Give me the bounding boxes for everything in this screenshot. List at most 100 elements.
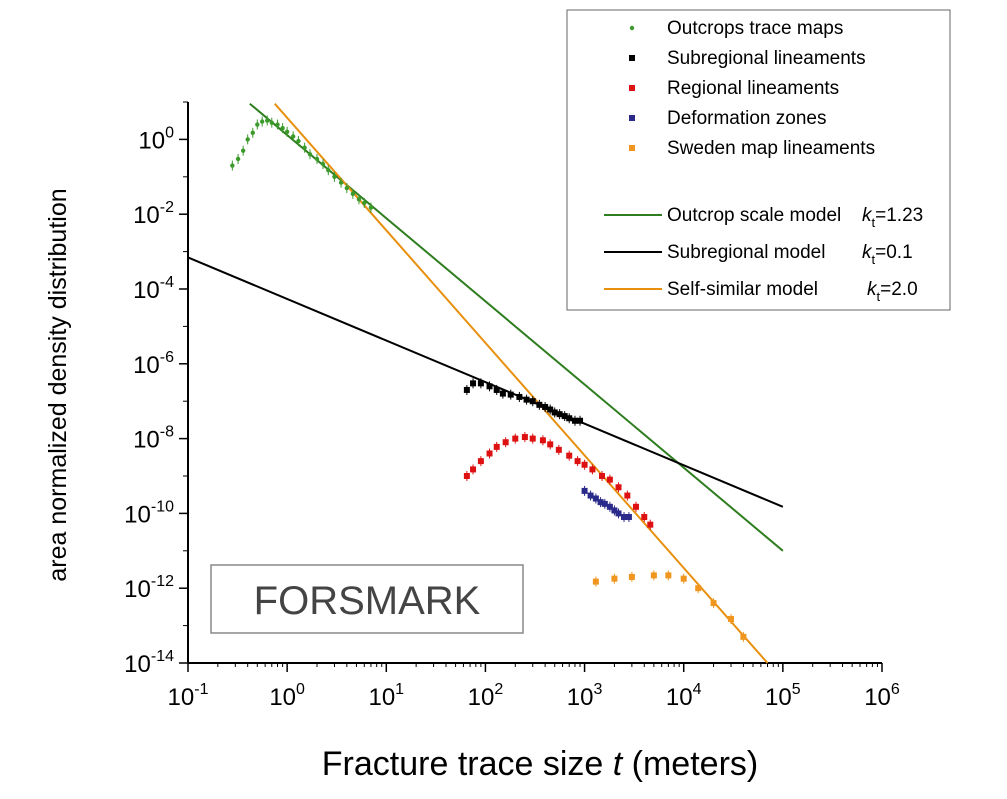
y-tick-label-exp: -12 [151,573,174,590]
x-tick-label: 106 [864,681,900,711]
x-tick-label: 101 [368,681,404,711]
series-0-point [368,205,374,210]
x-axis-title-unit: (meters) [622,745,758,783]
series-4-point [650,572,657,579]
model-line-2 [274,103,769,664]
series-1-point [547,406,554,413]
series-3-point [581,487,588,494]
series-2-point [547,441,554,448]
series-0-point [350,191,356,197]
series-2-point [539,437,546,444]
series-1-point [523,396,530,403]
series-0-point [362,200,367,206]
series-2-point [470,466,477,473]
series-1-point [499,390,506,397]
x-tick-label: 104 [666,681,702,711]
x-axis-title-var: t [613,745,624,783]
series-1-point [571,417,578,424]
series-0-point [290,134,296,139]
axes: 10-1 100 101 102 103 104 105 10610010-210-410-6… [124,101,900,711]
series-3-point [621,514,628,521]
series-1-point [493,386,500,393]
legend-model-label-1: Subregional model [667,242,825,263]
series-2-point [632,503,639,510]
series-2-point [512,435,519,442]
series-2-point [493,443,500,450]
legend-model-param-2: kt=2.0 [867,279,918,304]
series-2-point [486,450,493,457]
x-tick-label-exp: -1 [194,681,208,698]
x-axis-title: Fracture trace size t (meters) [322,745,758,783]
legend-model-param-1: kt=0.1 [862,242,913,267]
annotation-box [210,564,524,634]
x-tick-label-exp: 3 [593,681,602,698]
x-tick-label-exp: 4 [693,681,702,698]
data-series [230,115,747,642]
series-2-point [599,473,606,479]
series-2-point [502,439,509,446]
forsmark-annotation: FORSMARK [210,564,524,634]
param-value: =1.23 [875,205,923,226]
y-tick-label-base: 10 [124,651,151,678]
model-line-0 [249,102,784,552]
param-subscript: t [872,215,876,230]
legend-label-4: Sweden map lineaments [667,138,875,159]
series-2-point [555,446,562,453]
series-2-point [529,435,536,442]
series-0-point [284,129,290,134]
series-3-point [615,510,622,517]
series-4-point [695,585,702,592]
legend-model-label-0: Outcrop scale model [667,205,841,226]
series-2-point [581,461,588,468]
series-3-point [606,503,613,510]
x-tick-label: 100 [269,681,305,711]
param-symbol: k [867,279,878,300]
legend-model-label-2: Self-similar model [667,279,818,300]
x-tick-label-base: 10 [468,684,495,711]
y-tick-label-base: 10 [124,501,151,528]
y-tick-label-exp: -6 [160,349,174,366]
series-4-point [628,573,635,580]
y-tick-label-base: 10 [138,127,165,154]
series-1-point [477,380,484,387]
x-tick-label: 103 [567,681,603,711]
series-1-point [463,386,470,393]
series-0-point [269,120,274,125]
series-0-point [230,163,235,168]
param-symbol: k [862,242,873,263]
series-0-point [302,145,307,150]
series-0-point [259,119,265,124]
series-4-point [710,600,717,607]
y-tick-label-exp: -8 [160,424,174,441]
y-tick-label: 10-2 [133,199,174,229]
x-tick-label-exp: 5 [792,681,801,698]
x-tick-label-base: 10 [368,684,395,711]
legend-label-0: Outcrops trace maps [667,18,843,39]
param-value: =0.1 [875,242,913,263]
series-0-point [320,161,326,167]
series-1-point [551,409,558,416]
x-tick-label-exp: 1 [395,681,404,698]
series-1-point [542,403,549,410]
series-1-point [507,391,514,398]
series-0-point [356,197,362,202]
series-0-point [314,156,320,162]
series-4-point [592,578,599,585]
param-value: =2.0 [880,279,918,300]
series-2-point [566,452,573,459]
y-tick-label-exp: -10 [151,498,174,515]
series-2-point [463,473,470,479]
series-1-point [470,380,477,387]
series-1-point [486,383,493,390]
series-0-point [280,125,285,131]
model-lines [187,102,784,664]
y-tick-label-exp: -14 [151,648,174,665]
series-4-point [740,633,747,640]
y-tick-label: 10-12 [124,573,174,603]
legend-label-1: Subregional lineaments [667,48,866,69]
series-2-point [641,514,648,521]
y-tick-label: 10-10 [124,498,174,528]
series-2-point [624,492,631,499]
series-0-point [332,174,337,179]
series-0-point [326,168,331,173]
